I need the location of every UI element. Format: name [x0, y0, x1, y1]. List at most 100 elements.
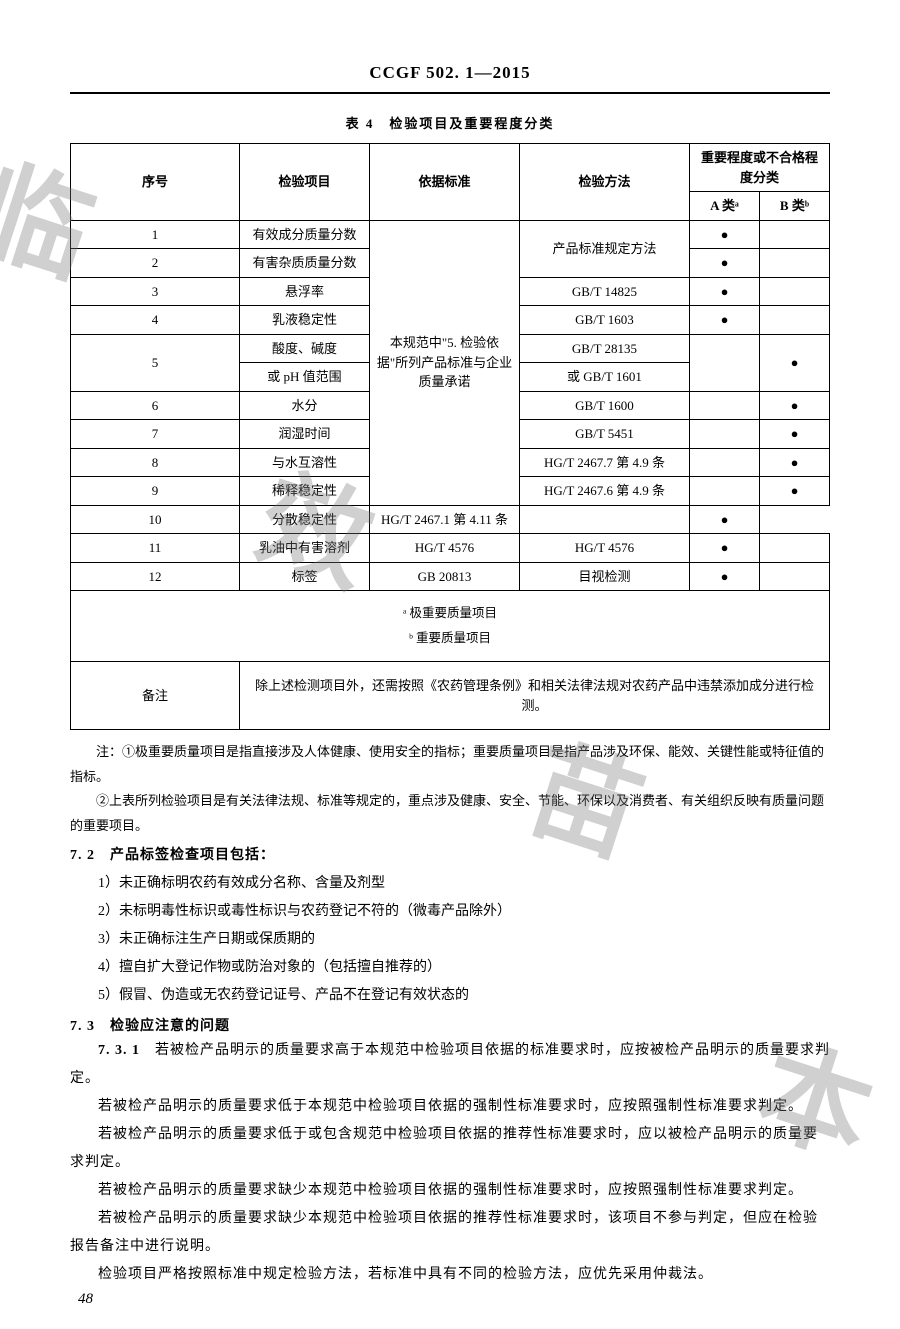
cell-method: HG/T 2467.7 第 4.9 条: [520, 448, 690, 477]
cell-a: ●: [690, 277, 760, 306]
body-text: 若被检产品明示的质量要求低于本规范中检验项目依据的强制性标准要求时，应按照强制性…: [70, 1093, 830, 1121]
body-text: 若被检产品明示的质量要求低于或包含规范中检验项目依据的推荐性标准要求时，应以被检…: [70, 1121, 830, 1177]
cell-item: 乳液稳定性: [240, 306, 370, 335]
cell-method: 或 GB/T 1601: [520, 363, 690, 392]
section-7-2-head: 7. 2 产品标签检查项目包括：: [70, 845, 830, 866]
cell-method: GB/T 1600: [520, 391, 690, 420]
cell-item: 标签: [240, 562, 370, 591]
cell-item: 与水互溶性: [240, 448, 370, 477]
cell-item: 润湿时间: [240, 420, 370, 449]
inspection-table: 序号 检验项目 依据标准 检验方法 重要程度或不合格程度分类 A 类ᵃ B 类ᵇ…: [70, 143, 830, 730]
table-footnotes: ᵃ 极重要质量项目 ᵇ 重要质量项目: [71, 591, 830, 662]
cell-a: ●: [690, 306, 760, 335]
list-item: 5）假冒、伪造或无农药登记证号、产品不在登记有效状态的: [70, 982, 830, 1010]
cell-seq: 2: [71, 249, 240, 278]
cell-a: ●: [690, 534, 760, 563]
col-seq: 序号: [71, 144, 240, 221]
section-7-3-1-label: 7. 3. 1: [98, 1043, 140, 1058]
body-text: 检验项目严格按照标准中规定检验方法，若标准中具有不同的检验方法，应优先采用仲裁法…: [70, 1261, 830, 1289]
cell-a: [690, 448, 760, 477]
cell-item: 分散稳定性: [240, 505, 370, 534]
cell-item: 酸度、碱度: [240, 334, 370, 363]
col-class-a: A 类ᵃ: [690, 192, 760, 221]
col-class-b: B 类ᵇ: [760, 192, 830, 221]
cell-item: 水分: [240, 391, 370, 420]
cell-seq: 7: [71, 420, 240, 449]
cell-method: 目视检测: [520, 562, 690, 591]
cell-a: [690, 334, 760, 391]
body-text: 若被检产品明示的质量要求缺少本规范中检验项目依据的强制性标准要求时，应按照强制性…: [70, 1177, 830, 1205]
document-code: CCGF 502. 1—2015: [70, 60, 830, 92]
cell-item: 稀释稳定性: [240, 477, 370, 506]
cell-item: 有效成分质量分数: [240, 220, 370, 249]
cell-a: [690, 420, 760, 449]
cell-item: 乳油中有害溶剂: [240, 534, 370, 563]
cell-seq: 11: [71, 534, 240, 563]
table-caption: 表 4 检验项目及重要程度分类: [70, 114, 830, 134]
remark-label: 备注: [71, 662, 240, 730]
table-row: 12 标签 GB 20813 目视检测 ●: [71, 562, 830, 591]
cell-b: [760, 534, 830, 563]
list-item: 4）擅自扩大登记作物或防治对象的（包括擅自推荐的）: [70, 954, 830, 982]
cell-seq: 6: [71, 391, 240, 420]
list-item: 1）未正确标明农药有效成分名称、含量及剂型: [70, 870, 830, 898]
cell-b: [760, 220, 830, 249]
table-row: 11 乳油中有害溶剂 HG/T 4576 HG/T 4576 ●: [71, 534, 830, 563]
cell-method: HG/T 2467.6 第 4.9 条: [520, 477, 690, 506]
list-item: 2）未标明毒性标识或毒性标识与农药登记不符的（微毒产品除外）: [70, 898, 830, 926]
header-rule: [70, 92, 830, 94]
cell-b: ●: [690, 505, 760, 534]
cell-method: GB/T 5451: [520, 420, 690, 449]
cell-b: ●: [760, 391, 830, 420]
cell-seq: 9: [71, 477, 240, 506]
cell-b: [760, 249, 830, 278]
cell-seq: 10: [71, 505, 240, 534]
cell-method: GB/T 28135: [520, 334, 690, 363]
remark-text: 除上述检测项目外，还需按照《农药管理条例》和相关法律法规对农药产品中违禁添加成分…: [240, 662, 830, 730]
notes-block: 注：①极重要质量项目是指直接涉及人体健康、使用安全的指标；重要质量项目是指产品涉…: [70, 740, 830, 839]
body-text: 若被检产品明示的质量要求高于本规范中检验项目依据的标准要求时，应按被检产品明示的…: [70, 1043, 830, 1086]
cell-seq: 1: [71, 220, 240, 249]
col-item: 检验项目: [240, 144, 370, 221]
cell-seq: 4: [71, 306, 240, 335]
note-2: ②上表所列检验项目是有关法律法规、标准等规定的，重点涉及健康、安全、节能、环保以…: [70, 789, 830, 838]
cell-basis: HG/T 4576: [370, 534, 520, 563]
cell-item: 悬浮率: [240, 277, 370, 306]
col-method: 检验方法: [520, 144, 690, 221]
cell-a: [690, 477, 760, 506]
cell-a: ●: [690, 249, 760, 278]
note-1: 注：①极重要质量项目是指直接涉及人体健康、使用安全的指标；重要质量项目是指产品涉…: [70, 740, 830, 789]
col-severity: 重要程度或不合格程度分类: [690, 144, 830, 192]
cell-seq: 5: [71, 334, 240, 391]
cell-b: ●: [760, 334, 830, 391]
cell-b: [760, 306, 830, 335]
cell-basis: 本规范中"5. 检验依据"所列产品标准与企业质量承诺: [370, 220, 520, 505]
cell-method: HG/T 2467.1 第 4.11 条: [370, 505, 520, 534]
cell-method: GB/T 1603: [520, 306, 690, 335]
cell-b: [760, 562, 830, 591]
body-text: 若被检产品明示的质量要求缺少本规范中检验项目依据的推荐性标准要求时，该项目不参与…: [70, 1205, 830, 1261]
cell-b: [760, 277, 830, 306]
cell-a: [520, 505, 690, 534]
section-7-3-head: 7. 3 检验应注意的问题: [70, 1016, 830, 1037]
cell-item: 或 pH 值范围: [240, 363, 370, 392]
footnote-b: ᵇ 重要质量项目: [85, 626, 815, 651]
table-row: 10 分散稳定性 HG/T 2467.1 第 4.11 条 ●: [71, 505, 830, 534]
cell-method: HG/T 4576: [520, 534, 690, 563]
section-7-3-1: 7. 3. 1 若被检产品明示的质量要求高于本规范中检验项目依据的标准要求时，应…: [70, 1037, 830, 1289]
page-number: 48: [78, 1288, 93, 1311]
cell-b: ●: [760, 420, 830, 449]
cell-seq: 12: [71, 562, 240, 591]
cell-a: [690, 391, 760, 420]
cell-b: ●: [760, 477, 830, 506]
cell-seq: 8: [71, 448, 240, 477]
table-row: 1 有效成分质量分数 本规范中"5. 检验依据"所列产品标准与企业质量承诺 产品…: [71, 220, 830, 249]
cell-basis: GB 20813: [370, 562, 520, 591]
footnote-a: ᵃ 极重要质量项目: [85, 601, 815, 626]
cell-a: ●: [690, 562, 760, 591]
cell-seq: 3: [71, 277, 240, 306]
cell-method: GB/T 14825: [520, 277, 690, 306]
cell-method: 产品标准规定方法: [520, 220, 690, 277]
cell-a: ●: [690, 220, 760, 249]
cell-b: ●: [760, 448, 830, 477]
